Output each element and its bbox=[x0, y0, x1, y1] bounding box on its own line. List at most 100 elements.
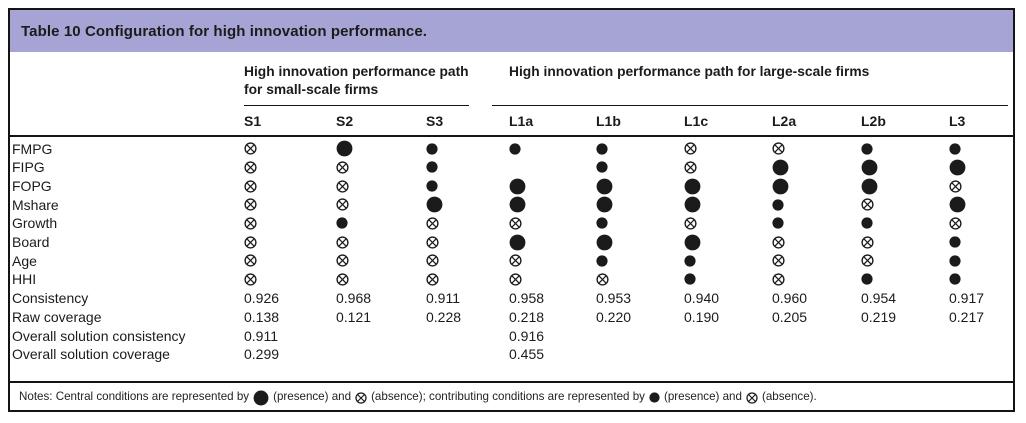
table-cell-fopg-l2a bbox=[772, 177, 861, 196]
table-cell-fmpg-s3 bbox=[426, 139, 509, 158]
table-cell-mshare-s3 bbox=[426, 195, 509, 214]
contributing-presence-icon bbox=[861, 217, 873, 229]
table-cell-overall-solution-consistency-s2 bbox=[336, 326, 426, 345]
table-cell-raw-coverage-s3: 0.228 bbox=[426, 308, 462, 325]
table-cell-growth-s1 bbox=[244, 214, 336, 233]
contributing-presence-icon bbox=[336, 217, 348, 229]
table-cell-growth-l2a bbox=[772, 214, 861, 233]
table-cell-growth-l2b bbox=[861, 214, 949, 233]
central-absence-icon bbox=[355, 391, 367, 404]
notes-text-segment: (presence) and bbox=[273, 390, 352, 403]
central-presence-icon bbox=[949, 196, 966, 213]
table-cell-consistency-s2: 0.968 bbox=[336, 290, 372, 307]
contributing-absence-icon bbox=[772, 142, 785, 155]
contributing-absence-icon bbox=[861, 254, 874, 267]
contributing-presence-icon bbox=[772, 199, 784, 211]
row-label-age: Age bbox=[12, 252, 37, 269]
table-cell-fopg-s3 bbox=[426, 177, 509, 196]
central-presence-icon bbox=[772, 178, 789, 194]
table-cell-fopg-l1c bbox=[684, 177, 772, 196]
table-cell-fipg-l2b bbox=[861, 158, 949, 177]
table-cell-consistency-l1b: 0.953 bbox=[596, 290, 632, 307]
column-group-large-scale: High innovation performance path for lar… bbox=[492, 63, 1008, 107]
table-frame: Table 10 Configuration for high innovati… bbox=[8, 8, 1015, 412]
contributing-presence-icon bbox=[949, 255, 961, 267]
table-cell-fipg-s2 bbox=[336, 158, 426, 177]
table-cell-raw-coverage-l2a: 0.205 bbox=[772, 308, 808, 325]
central-presence-icon bbox=[336, 140, 353, 157]
contributing-absence-icon bbox=[772, 236, 785, 249]
contributing-absence-icon bbox=[949, 179, 962, 193]
table-cell-fipg-s1 bbox=[244, 158, 336, 177]
table-cell-growth-l1b bbox=[596, 214, 684, 233]
table-cell-growth-s3 bbox=[426, 214, 509, 233]
central-presence-icon bbox=[509, 234, 526, 250]
column-header-S1: S1 bbox=[244, 113, 262, 130]
column-header-S2: S2 bbox=[336, 113, 354, 130]
table-cell-fmpg-l2b bbox=[861, 139, 949, 158]
column-group-small-scale: High innovation performance path for sma… bbox=[244, 63, 469, 107]
table-cell-fmpg-s1 bbox=[244, 139, 336, 158]
row-label-hhi: HHI bbox=[12, 271, 37, 288]
contributing-presence-icon bbox=[772, 217, 784, 229]
contributing-absence-icon bbox=[244, 254, 257, 267]
table-cell-fopg-s1 bbox=[244, 177, 336, 196]
column-header-row: S1 S2 S3 L1a L1b L1c L2a L2b L3 bbox=[10, 106, 1013, 138]
contributing-absence-icon bbox=[949, 217, 962, 230]
table-cell-fopg-l2b bbox=[861, 177, 949, 196]
table-cell-fmpg-s2 bbox=[336, 139, 426, 158]
contributing-absence-icon bbox=[336, 236, 349, 249]
table-cell-board-l1c bbox=[684, 233, 772, 252]
column-header-L3: L3 bbox=[949, 113, 966, 130]
notes-text-segment: (absence). bbox=[761, 390, 817, 403]
column-group-large-scale-label: High innovation performance path for lar… bbox=[509, 64, 870, 79]
table-cell-fmpg-l1a bbox=[509, 139, 596, 158]
contributing-absence-icon bbox=[244, 179, 257, 193]
table-title: Table 10 Configuration for high innovati… bbox=[21, 22, 428, 40]
table-cell-hhi-l1b bbox=[596, 270, 684, 289]
table-cell-hhi-l3 bbox=[949, 270, 1013, 289]
central-presence-icon bbox=[772, 159, 789, 176]
table-cell-overall-solution-consistency-s1: 0.911 bbox=[244, 327, 278, 344]
table-cell-overall-solution-coverage-l1a: 0.455 bbox=[509, 346, 545, 363]
table-cell-fmpg-l1c bbox=[684, 139, 772, 158]
table-cell-age-l2a bbox=[772, 251, 861, 270]
contributing-absence-icon bbox=[426, 236, 439, 249]
contributing-absence-icon bbox=[244, 198, 257, 211]
table-cell-age-l3 bbox=[949, 251, 1013, 270]
table-cell-raw-coverage-s1: 0.138 bbox=[244, 308, 280, 325]
table-cell-mshare-l2b bbox=[861, 195, 949, 214]
contributing-presence-icon bbox=[684, 255, 696, 267]
table-cell-hhi-l2a bbox=[772, 270, 861, 289]
central-presence-icon bbox=[684, 234, 701, 250]
table-cell-age-l2b bbox=[861, 251, 949, 270]
table-cell-overall-solution-consistency-l2a bbox=[772, 326, 861, 345]
row-label-growth: Growth bbox=[12, 215, 58, 232]
table-cell-consistency-l1a: 0.958 bbox=[509, 290, 545, 307]
contributing-absence-icon bbox=[336, 273, 349, 286]
table-cell-board-s3 bbox=[426, 233, 509, 252]
table-cell-consistency-l3: 0.917 bbox=[949, 290, 985, 307]
table-cell-overall-solution-consistency-l1c bbox=[684, 326, 772, 345]
table-cell-fopg-l3 bbox=[949, 177, 1013, 196]
column-group-small-scale-label: High innovation performance path for sma… bbox=[244, 64, 469, 97]
table-cell-hhi-l1a bbox=[509, 270, 596, 289]
table-cell-mshare-l2a bbox=[772, 195, 861, 214]
row-label-overall-solution-consistency: Overall solution consistency bbox=[12, 327, 186, 344]
contributing-absence-icon bbox=[336, 179, 349, 193]
row-label-mshare: Mshare bbox=[12, 196, 59, 213]
table-cell-fopg-s2 bbox=[336, 177, 426, 196]
table-cell-overall-solution-coverage-l2a bbox=[772, 345, 861, 364]
table-cell-overall-solution-coverage-l3 bbox=[949, 345, 1013, 364]
row-label-fmpg: FMPG bbox=[12, 140, 53, 157]
table-cell-overall-solution-coverage-s1: 0.299 bbox=[244, 346, 280, 363]
table-cell-mshare-s1 bbox=[244, 195, 336, 214]
contributing-absence-icon bbox=[426, 217, 439, 230]
contributing-absence-icon bbox=[244, 142, 257, 155]
central-presence-icon bbox=[509, 196, 526, 213]
table-cell-consistency-l1c: 0.940 bbox=[684, 290, 720, 307]
table-cell-raw-coverage-l3: 0.217 bbox=[949, 308, 985, 325]
table-cell-raw-coverage-l1a: 0.218 bbox=[509, 308, 545, 325]
table-cell-board-l2a bbox=[772, 233, 861, 252]
column-header-L2a: L2a bbox=[772, 113, 797, 130]
